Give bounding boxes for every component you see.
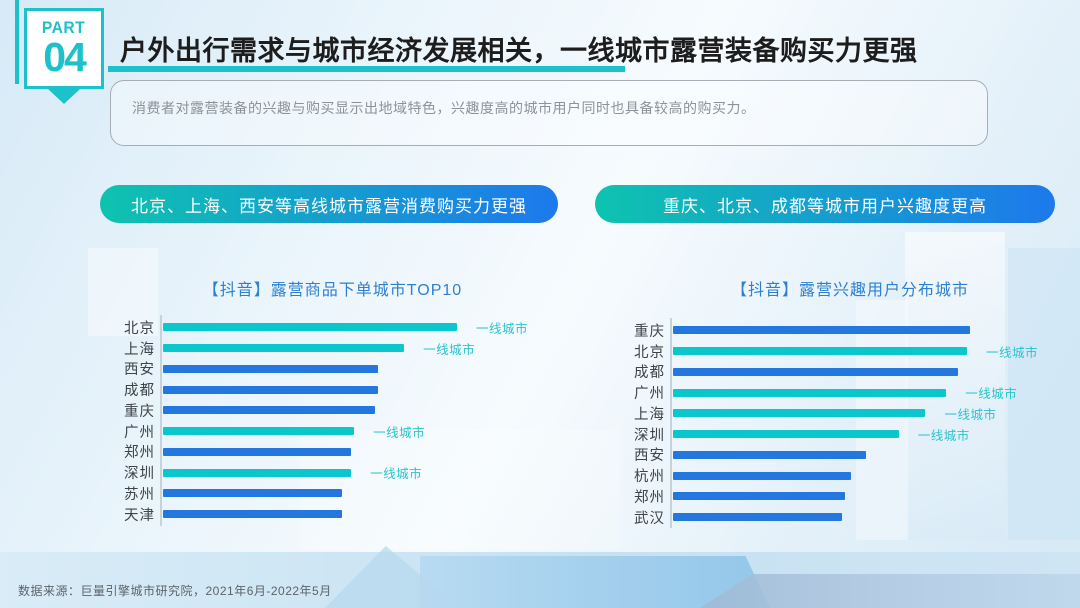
chart-row: 深圳 一线城市 <box>620 424 1080 445</box>
background-building-shape <box>1008 248 1080 540</box>
highlight-pill-interest: 重庆、北京、成都等城市用户兴趣度更高 <box>595 185 1055 223</box>
highlight-pill-purchasing-power: 北京、上海、西安等高线城市露营消费购买力更强 <box>100 185 558 223</box>
category-label: 成都 <box>124 383 155 400</box>
bar-city <box>163 364 378 373</box>
bar-city <box>163 489 343 498</box>
bar-city <box>673 471 852 480</box>
tier1-annotation: 一线城市 <box>944 407 997 422</box>
chart-row: 深圳 一线城市 <box>110 462 555 483</box>
category-label: 上海 <box>124 341 155 358</box>
category-label: 深圳 <box>634 427 665 444</box>
part-label: PART <box>42 18 86 37</box>
category-label: 杭州 <box>634 469 665 486</box>
pill-right-text: 重庆、北京、成都等城市用户兴趣度更高 <box>663 196 987 216</box>
category-label: 上海 <box>634 406 665 423</box>
chart-row: 郑州 <box>110 442 555 463</box>
chart-row: 上海 一线城市 <box>110 338 555 359</box>
bar-city <box>163 385 378 394</box>
category-label: 成都 <box>634 365 665 382</box>
bar-tier1-city <box>163 344 405 353</box>
category-label: 重庆 <box>634 323 665 340</box>
background-gray-band <box>700 574 1080 608</box>
chart-rows: 北京 一线城市 上海 一线城市 西安 成都 重庆 广州 一线城市 郑州 深圳 一线城市 苏州 天津 <box>110 317 555 525</box>
bar-city <box>673 492 846 501</box>
bar-city <box>673 326 970 335</box>
bar-tier1-city <box>163 427 355 436</box>
bar-city <box>163 447 352 456</box>
bar-city <box>673 513 843 522</box>
category-label: 武汉 <box>634 510 665 527</box>
pill-left-text: 北京、上海、西安等高线城市露营消费购买力更强 <box>131 196 527 216</box>
background-blue-band <box>420 556 770 608</box>
bar-city <box>673 367 959 376</box>
chart-row: 杭州 <box>620 465 1080 486</box>
category-label: 广州 <box>634 386 665 403</box>
category-label: 北京 <box>124 320 155 337</box>
chart-row: 上海 一线城市 <box>620 403 1080 424</box>
bar-city <box>163 406 375 415</box>
chart-axis-line <box>670 318 672 528</box>
chart-row: 广州 一线城市 <box>110 421 555 442</box>
chart-order-cities-top10: 【抖音】露营商品下单城市TOP10 北京 一线城市 上海 一线城市 西安 成都 重庆 广州 一线… <box>110 276 555 541</box>
chart-row: 广州 一线城市 <box>620 382 1080 403</box>
category-label: 广州 <box>124 424 155 441</box>
category-label: 重庆 <box>124 403 155 420</box>
part-number: 04 <box>43 34 87 80</box>
bar-city <box>673 450 867 459</box>
background-building-shape <box>905 232 1005 540</box>
bar-tier1-city <box>673 409 926 418</box>
background-building-shape <box>856 300 908 540</box>
chart-row: 西安 <box>620 445 1080 466</box>
background-building-shape <box>88 248 158 336</box>
title-underline <box>108 66 625 72</box>
tier1-annotation: 一线城市 <box>965 387 1018 402</box>
chart-interest-user-cities: 【抖音】露营兴趣用户分布城市 重庆 北京 一线城市 成都 广州 一线城市 上海 一线城市 深圳一… <box>620 276 1080 541</box>
bar-tier1-city <box>673 388 947 397</box>
chart-axis-line <box>160 315 162 526</box>
chart-row: 苏州 <box>110 483 555 504</box>
chart-rows: 重庆 北京 一线城市 成都 广州 一线城市 上海 一线城市 深圳 一线城市 西安 杭州 郑州 武汉 <box>620 320 1080 528</box>
left-accent-line <box>15 0 19 84</box>
data-source-note: 数据来源：巨量引擎城市研究院，2021年6月-2022年5月 <box>18 584 332 598</box>
chart-row: 成都 <box>110 379 555 400</box>
bar-tier1-city <box>163 468 352 477</box>
tier1-annotation: 一线城市 <box>476 321 529 336</box>
background-building-shape <box>300 430 620 550</box>
part-badge: PART 04 <box>24 8 104 89</box>
tier1-annotation: 一线城市 <box>986 345 1039 360</box>
bar-tier1-city <box>163 323 457 332</box>
category-label: 深圳 <box>124 466 155 483</box>
category-label: 天津 <box>124 507 155 524</box>
category-label: 西安 <box>634 448 665 465</box>
chart-row: 北京 一线城市 <box>620 341 1080 362</box>
chart-title: 【抖音】露营商品下单城市TOP10 <box>202 282 463 299</box>
tier1-annotation: 一线城市 <box>370 467 423 482</box>
chart-row: 武汉 <box>620 507 1080 528</box>
bar-tier1-city <box>673 430 899 439</box>
chart-row: 北京 一线城市 <box>110 317 555 338</box>
tier1-annotation: 一线城市 <box>423 342 476 357</box>
category-label: 郑州 <box>124 445 155 462</box>
category-label: 西安 <box>124 362 155 379</box>
tier1-annotation: 一线城市 <box>373 425 426 440</box>
bar-city <box>163 510 343 519</box>
subtitle-box: 消费者对露营装备的兴趣与购买显示出地域特色，兴趣度高的城市用户同时也具备较高的购… <box>110 80 988 146</box>
chart-row: 郑州 <box>620 486 1080 507</box>
chart-title: 【抖音】露营兴趣用户分布城市 <box>730 282 969 299</box>
page-title: 户外出行需求与城市经济发展相关，一线城市露营装备购买力更强 <box>120 36 918 66</box>
chart-row: 重庆 <box>620 320 1080 341</box>
category-label: 郑州 <box>634 489 665 506</box>
tier1-annotation: 一线城市 <box>917 428 970 443</box>
chart-row: 西安 <box>110 359 555 380</box>
chart-row: 重庆 <box>110 400 555 421</box>
chart-row: 天津 <box>110 504 555 525</box>
chart-row: 成都 <box>620 362 1080 383</box>
badge-pointer-triangle <box>48 89 80 104</box>
category-label: 北京 <box>634 344 665 361</box>
bar-tier1-city <box>673 347 968 356</box>
subtitle-text: 消费者对露营装备的兴趣与购买显示出地域特色，兴趣度高的城市用户同时也具备较高的购… <box>132 100 756 116</box>
category-label: 苏州 <box>124 486 155 503</box>
